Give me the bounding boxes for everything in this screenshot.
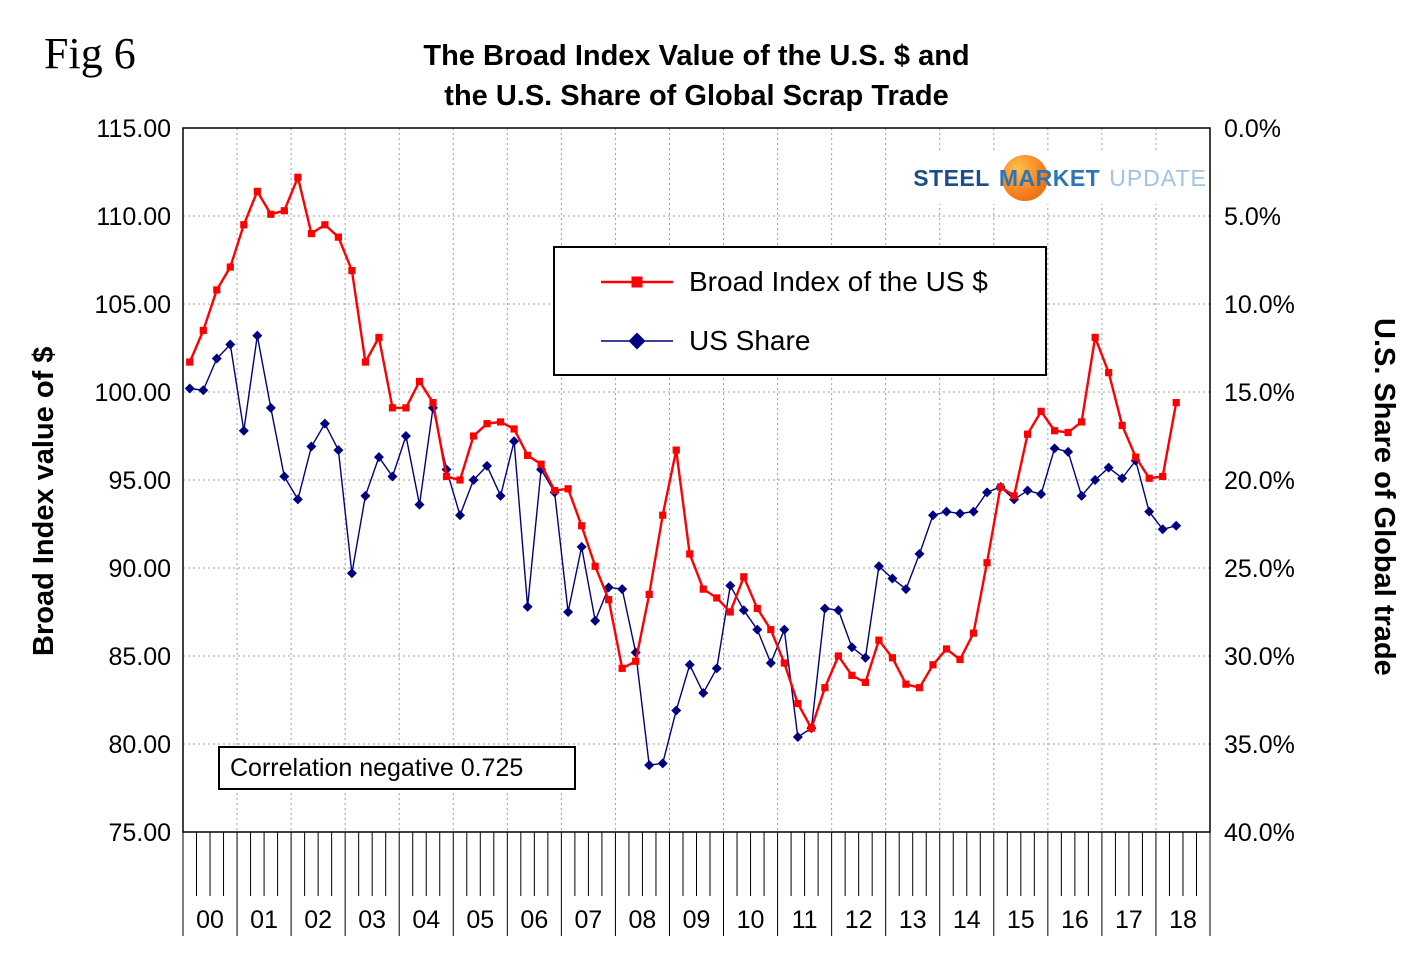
svg-text:5.0%: 5.0% bbox=[1224, 203, 1281, 231]
left-axis-tick-labels: 115.00 110.00 105.00 100.00 95.00 90.00 85.00 8… bbox=[95, 115, 171, 847]
svg-text:02: 02 bbox=[304, 906, 332, 934]
svg-text:40.0%: 40.0% bbox=[1224, 819, 1295, 847]
right-axis-tick-labels: 0.0% 5.0% 10.0% 15.0% 20.0% 25.0% 30.0% 35.0% 40… bbox=[1224, 115, 1295, 847]
broad-index-line-sample-icon bbox=[601, 276, 673, 287]
svg-text:75.00: 75.00 bbox=[108, 819, 171, 847]
chart-title-line1: The Broad Index Value of the U.S. $ and bbox=[423, 40, 970, 72]
gridlines bbox=[183, 128, 1210, 832]
legend-item-us-share: US Share bbox=[599, 325, 1045, 357]
us-share-line-sample-icon bbox=[601, 332, 673, 349]
x-axis-year-labels: 00 01 02 03 04 05 06 07 08 09 10 11 12 13 14 15 16 17 18 bbox=[196, 906, 1197, 934]
logo-update-text: UPDATE bbox=[1109, 164, 1207, 191]
svg-text:90.00: 90.00 bbox=[108, 555, 171, 583]
logo-globe-icon bbox=[1002, 155, 1048, 201]
svg-text:105.00: 105.00 bbox=[95, 291, 171, 319]
svg-text:10.0%: 10.0% bbox=[1224, 291, 1295, 319]
svg-text:80.00: 80.00 bbox=[108, 731, 171, 759]
svg-text:15: 15 bbox=[1007, 906, 1035, 934]
legend: Broad Index of the US $ US Share bbox=[553, 246, 1047, 376]
svg-text:10: 10 bbox=[737, 906, 765, 934]
svg-text:100.00: 100.00 bbox=[95, 379, 171, 407]
svg-text:03: 03 bbox=[358, 906, 386, 934]
chart-title: The Broad Index Value of the U.S. $ and … bbox=[183, 36, 1210, 116]
svg-text:0.0%: 0.0% bbox=[1224, 115, 1281, 143]
svg-text:115.00: 115.00 bbox=[96, 115, 171, 143]
svg-text:18: 18 bbox=[1169, 906, 1197, 934]
svg-text:13: 13 bbox=[899, 906, 927, 934]
svg-text:17: 17 bbox=[1115, 906, 1143, 934]
svg-text:01: 01 bbox=[250, 906, 278, 934]
series-broad-index bbox=[186, 173, 1180, 732]
svg-text:25.0%: 25.0% bbox=[1224, 555, 1295, 583]
svg-text:14: 14 bbox=[953, 906, 981, 934]
svg-text:95.00: 95.00 bbox=[108, 467, 171, 495]
figure-label: Fig 6 bbox=[44, 29, 136, 78]
svg-text:08: 08 bbox=[629, 906, 657, 934]
x-axis-quarter-ticks bbox=[182, 832, 1211, 936]
legend-item-broad-index: Broad Index of the US $ bbox=[599, 266, 1045, 298]
svg-text:30.0%: 30.0% bbox=[1224, 643, 1295, 671]
svg-text:09: 09 bbox=[683, 906, 711, 934]
svg-text:16: 16 bbox=[1061, 906, 1089, 934]
svg-text:20.0%: 20.0% bbox=[1224, 467, 1295, 495]
svg-text:11: 11 bbox=[792, 906, 818, 934]
svg-text:00: 00 bbox=[196, 906, 224, 934]
chart-title-line2: the U.S. Share of Global Scrap Trade bbox=[444, 80, 949, 112]
logo-market-text: MARKET bbox=[998, 164, 1101, 191]
svg-text:12: 12 bbox=[845, 906, 873, 934]
plot-border bbox=[182, 127, 1211, 833]
legend-label-broad-index: Broad Index of the US $ bbox=[689, 265, 988, 297]
correlation-annotation: Correlation negative 0.725 bbox=[218, 746, 576, 790]
svg-text:15.0%: 15.0% bbox=[1224, 379, 1295, 407]
diamond-marker-icon bbox=[628, 332, 646, 349]
svg-text:06: 06 bbox=[520, 906, 548, 934]
square-marker-icon bbox=[631, 276, 643, 287]
svg-text:07: 07 bbox=[574, 906, 602, 934]
svg-text:35.0%: 35.0% bbox=[1224, 731, 1295, 759]
svg-text:110.00: 110.00 bbox=[96, 203, 171, 231]
logo-steel-text: STEEL bbox=[913, 164, 990, 191]
smu-logo: STEEL MARKET UPDATE bbox=[913, 152, 1206, 204]
legend-label-us-share: US Share bbox=[689, 324, 811, 356]
series-us-share bbox=[184, 330, 1182, 771]
svg-text:85.00: 85.00 bbox=[108, 643, 171, 671]
svg-text:05: 05 bbox=[466, 906, 494, 934]
svg-text:04: 04 bbox=[412, 906, 440, 934]
